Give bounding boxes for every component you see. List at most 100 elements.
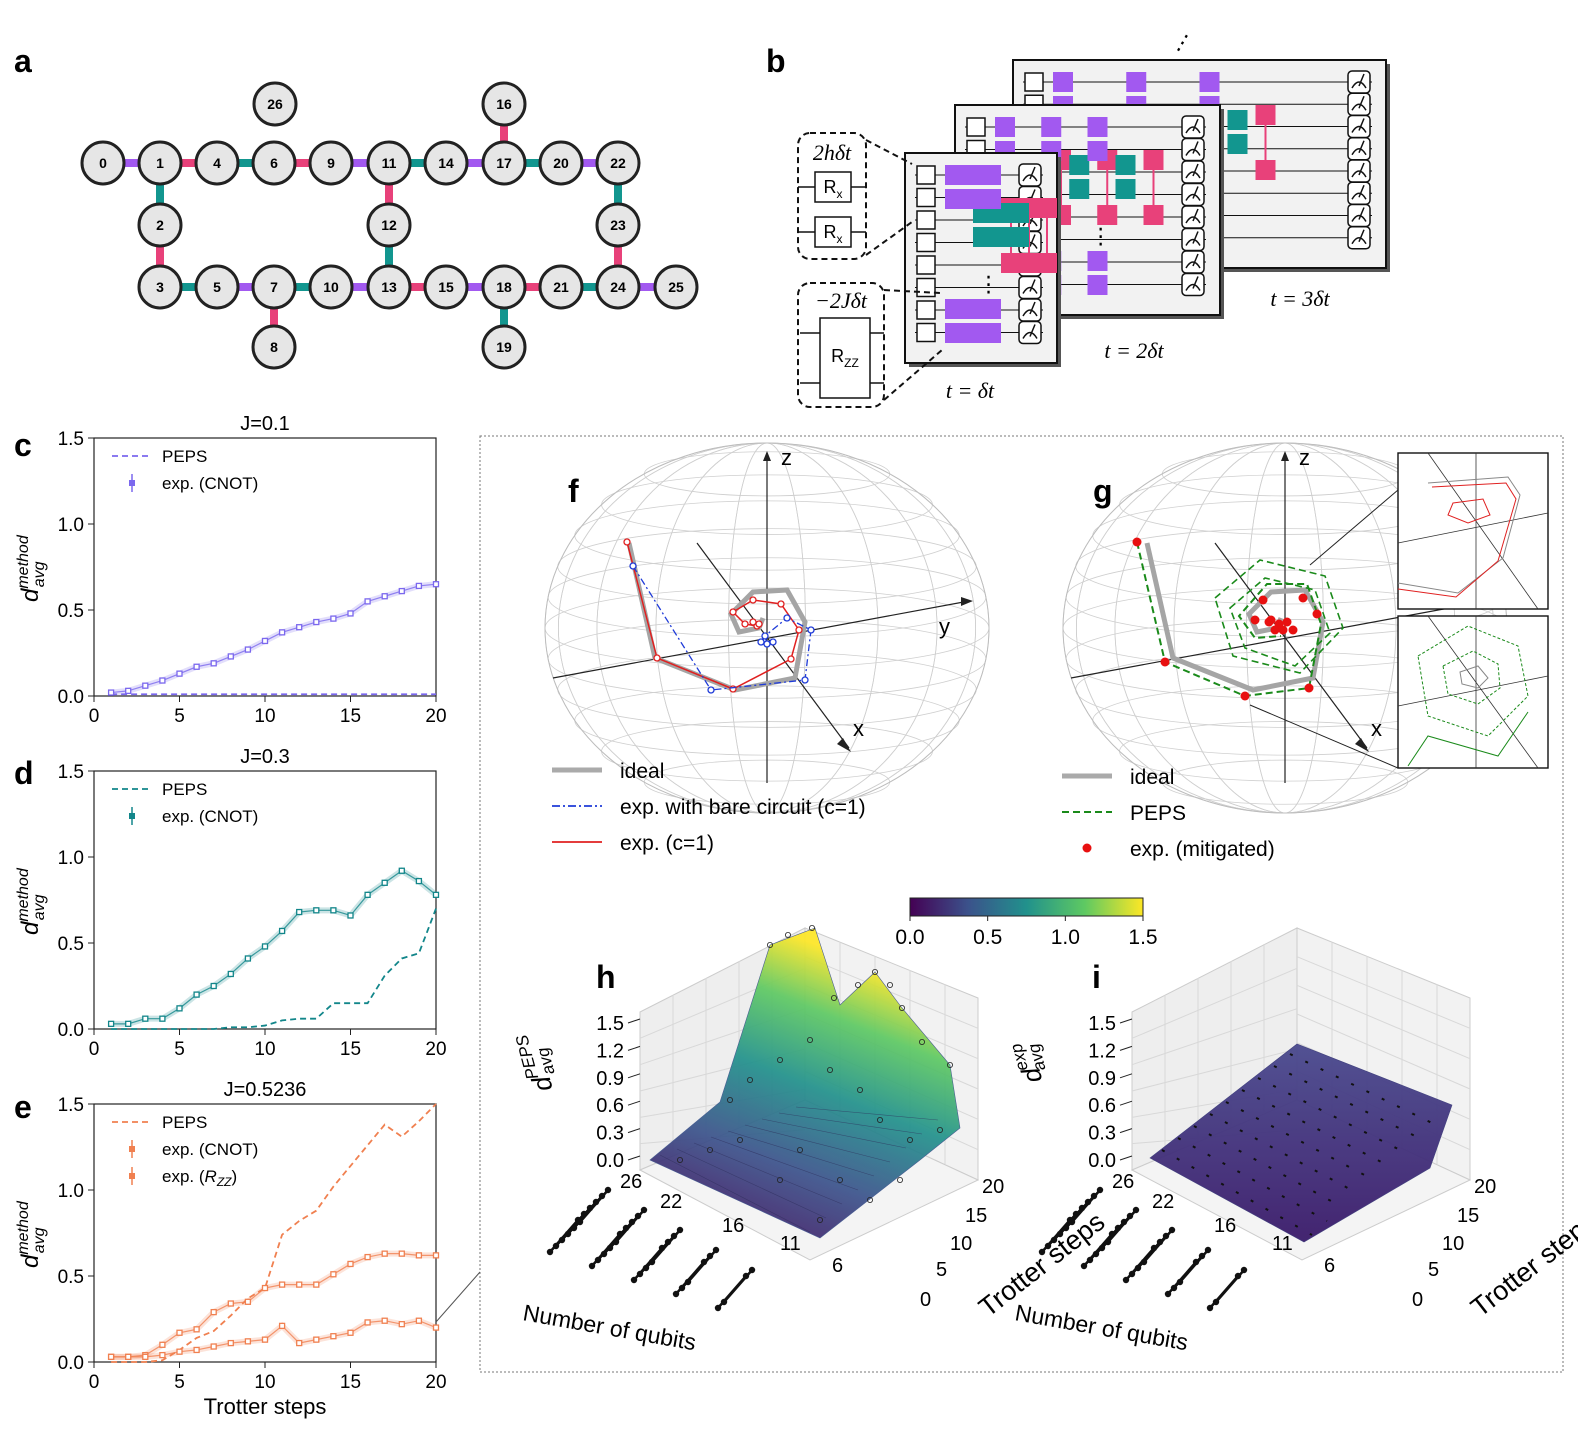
- qubit-node-17: [481, 140, 527, 186]
- lattice-glyph-node: [576, 1218, 584, 1226]
- colorbar-tick-label: 1.5: [1128, 926, 1157, 949]
- y-tick-label-e: 1.5: [58, 1095, 84, 1116]
- qubit-label-9: 9: [327, 155, 335, 171]
- z-tick-label-i: 0.0: [1088, 1150, 1116, 1172]
- rzz-gate-teal: [1115, 155, 1136, 175]
- rx-callout-box: [797, 132, 867, 260]
- z-tick-label-h: 0.0: [596, 1150, 624, 1172]
- measure-icon: [1351, 162, 1367, 178]
- qubit-label-20: 20: [553, 155, 569, 171]
- init-box: [916, 187, 936, 208]
- rzz-gate-pink: [1001, 253, 1021, 273]
- rzz-gate-pink: [1097, 205, 1118, 225]
- data-point-c-1: [261, 637, 269, 645]
- z-tick-label-i: 0.3: [1088, 1123, 1116, 1145]
- colorbar-tick-label: 0.0: [895, 926, 924, 949]
- legend-marker-e-1: [129, 1146, 135, 1152]
- bare-point-blue: [761, 632, 769, 640]
- mitigated-point: [1250, 615, 1260, 625]
- z-tick-i: [1119, 1100, 1133, 1106]
- lattice-glyph-node: [1206, 1304, 1214, 1312]
- measure-icon: [1351, 229, 1367, 245]
- rzz-gate-purple: [1087, 117, 1108, 137]
- surface-point: [887, 982, 894, 989]
- data-point-e-2: [107, 1353, 115, 1360]
- rzz-callout-box: [797, 282, 885, 408]
- exp-point-red: [653, 654, 661, 662]
- qubit-label-4: 4: [213, 155, 221, 171]
- data-point-c-1: [313, 618, 320, 626]
- panel-labels: a b c d e f g h i: [14, 43, 1113, 1125]
- y-tick-label-d: 1.0: [58, 848, 84, 869]
- x-axis-label-i: Number of qubits: [1013, 1299, 1190, 1355]
- data-point-c-1: [432, 581, 440, 588]
- surface-errorbars: [1161, 1149, 1313, 1236]
- surface-point: [877, 1117, 884, 1124]
- bloch-sphere-f: z x y ideal exp. with bare circuit (c=1) exp.…: [544, 442, 990, 855]
- measure-icon: [1185, 208, 1201, 224]
- bare-point-blue: [783, 614, 791, 622]
- rzz-gate-pink: [1255, 105, 1276, 125]
- qubit-tick-label-i: 22: [1152, 1191, 1174, 1213]
- trotter-tick-label-h: 20: [982, 1176, 1004, 1198]
- data-point-d-1: [244, 955, 252, 962]
- panel-label-f: f: [568, 473, 579, 509]
- x-arrow: [1355, 738, 1369, 752]
- inset-axis: [1397, 512, 1549, 544]
- lattice-glyph-node: [1168, 1226, 1176, 1234]
- inset-box-2: [1397, 615, 1549, 769]
- qubit-node-15: [423, 264, 469, 310]
- data-point-c-1: [398, 587, 405, 595]
- y-axis-label-c: dmethodavg: [15, 534, 48, 602]
- data-point-e-2: [347, 1329, 354, 1336]
- inset-axis: [1397, 675, 1549, 707]
- data-point-c-1: [364, 598, 371, 605]
- qubit-label-19: 19: [496, 339, 512, 355]
- y-arrow: [961, 597, 973, 606]
- lattice-glyph-node: [1062, 1224, 1070, 1232]
- rzz-gate-teal: [973, 227, 993, 247]
- measure-icon: [1185, 141, 1201, 156]
- qubit-tick-label-i: 26: [1112, 1171, 1134, 1193]
- init-box: [916, 232, 936, 253]
- colorbar-tick-label: 0.5: [973, 926, 1002, 949]
- qubit-label-22: 22: [610, 155, 626, 171]
- plot-frame-e: [93, 1103, 437, 1363]
- data-point-d-1: [125, 1020, 132, 1027]
- mitigated-point: [1278, 625, 1288, 635]
- grid-line: [1131, 1008, 1298, 1066]
- x-tick-label-d: 20: [425, 1039, 446, 1060]
- mitigated-point: [1288, 625, 1298, 635]
- legend-label-g-1: PEPS: [1130, 802, 1186, 825]
- data-point-d-1: [415, 877, 423, 885]
- lattice-glyph-node: [630, 1276, 638, 1284]
- bare-point-blue: [629, 562, 637, 570]
- legend-label-c-1: exp. (CNOT): [162, 474, 258, 493]
- x-axis-label: x: [1371, 716, 1382, 741]
- rzz-angle-label: −2Jδt: [815, 288, 868, 313]
- init-box: [1024, 72, 1044, 92]
- qubit-node-6: [251, 140, 297, 186]
- inset-box-1: [1397, 452, 1549, 610]
- z-tick-label-h: 1.5: [596, 1013, 624, 1035]
- data-point-d-1: [159, 1015, 166, 1022]
- init-box: [916, 210, 936, 230]
- measure-icon: [1351, 140, 1367, 156]
- data-point-c-1: [193, 663, 200, 670]
- exp-point-red: [755, 620, 763, 628]
- lattice-glyph-node: [648, 1258, 656, 1266]
- lattice-glyph-node: [604, 1186, 612, 1194]
- plot-frame-c: [93, 437, 437, 697]
- data-point-d-1: [278, 927, 286, 935]
- rzz-gate-purple: [981, 299, 1001, 319]
- bare-point-blue: [707, 686, 715, 694]
- qubit-node-16: [481, 81, 527, 127]
- mitigated-point: [1312, 609, 1322, 619]
- qubit-tick-label-h: 6: [832, 1255, 843, 1277]
- sphere-outline: [544, 442, 990, 814]
- z-tick-i: [1119, 1155, 1133, 1161]
- lattice-nodes: 0 123456789101112131415161718192021222324…: [80, 81, 699, 370]
- qubit-node-12: [366, 202, 412, 248]
- lattice-glyph-node: [1068, 1218, 1076, 1226]
- z-arrow: [1281, 451, 1289, 461]
